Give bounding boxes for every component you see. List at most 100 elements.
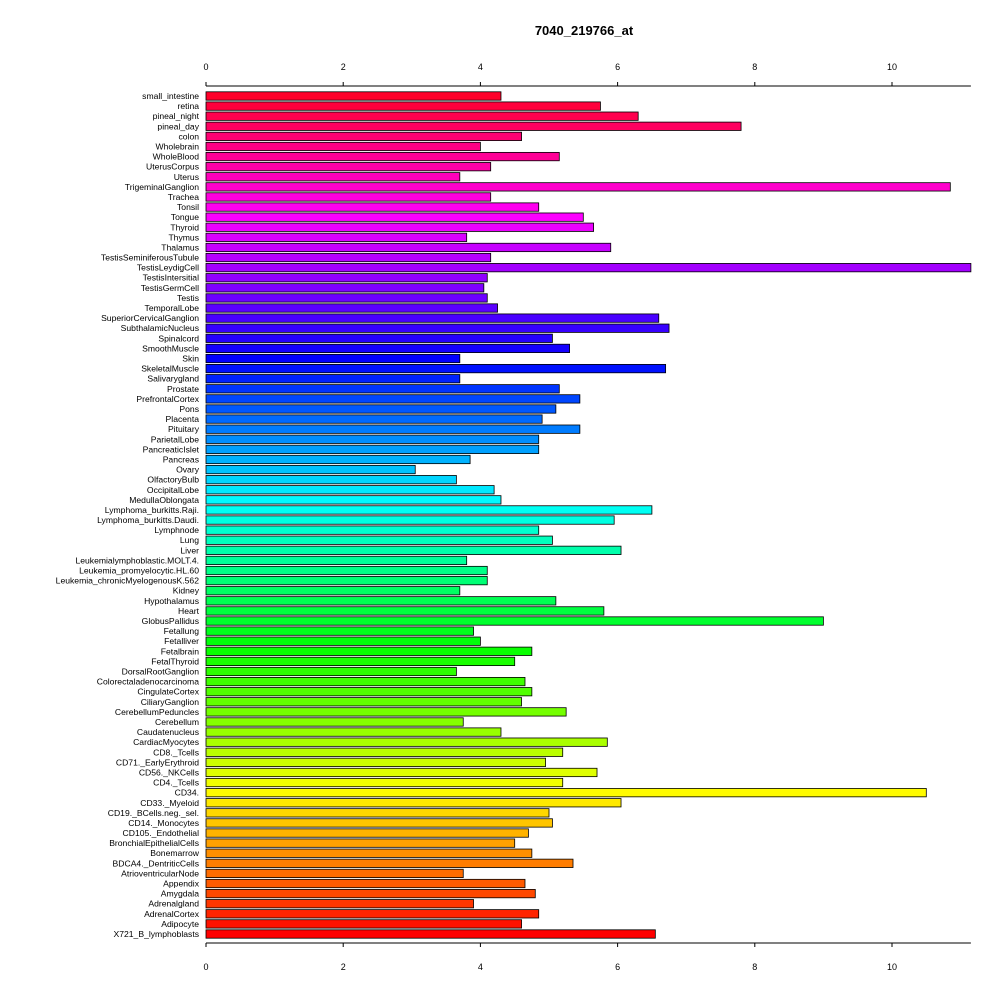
category-label: CerebellumPeduncles	[115, 707, 199, 717]
bar	[205, 505, 653, 515]
bar	[205, 293, 488, 303]
tick-label: 2	[341, 962, 346, 972]
category-label: Kidney	[173, 586, 200, 596]
bar	[205, 333, 553, 343]
category-label: Trachea	[168, 192, 199, 202]
bar	[205, 141, 481, 152]
bar	[205, 666, 457, 677]
category-label: retina	[178, 101, 200, 111]
bar	[205, 717, 464, 727]
category-label: Wholebrain	[156, 141, 200, 151]
bar	[205, 606, 605, 616]
category-label: Placenta	[166, 414, 200, 424]
tick-label: 10	[887, 62, 897, 72]
bar	[205, 131, 522, 141]
category-label: SmoothMuscle	[142, 343, 199, 353]
bar	[205, 697, 522, 707]
category-label: Ovary	[176, 465, 200, 475]
category-label: Leukemialymphoblastic.MOLT.4.	[75, 555, 199, 565]
bar	[205, 151, 560, 162]
bar	[205, 707, 567, 717]
tick-label: 0	[203, 962, 208, 972]
category-label: OlfactoryBulb	[147, 475, 199, 485]
category-label: PrefrontalCortex	[136, 394, 199, 404]
bar	[205, 111, 639, 121]
bar	[205, 495, 502, 505]
category-label: Thymus	[168, 232, 199, 242]
bar	[205, 313, 660, 323]
bar	[205, 464, 416, 475]
bar	[205, 303, 498, 313]
category-label: pineal_day	[157, 121, 199, 131]
category-label: WholeBlood	[153, 152, 200, 162]
category-label: X721_B_lymphoblasts	[113, 929, 199, 939]
category-label: Skin	[182, 354, 199, 364]
bar	[205, 343, 570, 354]
category-label: Lymphnode	[154, 525, 199, 535]
bar	[205, 545, 622, 555]
category-label: Liver	[180, 545, 199, 555]
bar	[205, 323, 670, 333]
bar	[205, 121, 742, 131]
category-label: Fetalbrain	[161, 646, 199, 656]
category-label: SuperiorCervicalGanglion	[101, 313, 199, 323]
category-label: Tonsil	[177, 202, 199, 212]
category-label: CD56._NKCells	[139, 767, 199, 777]
category-label: BronchialEpithelialCells	[109, 838, 199, 848]
bar	[205, 91, 502, 101]
bar	[205, 616, 824, 626]
bar	[205, 485, 495, 495]
bottom-axis: 0 2 4 6 8 10	[203, 942, 971, 972]
bar	[205, 838, 516, 848]
category-label: CD34.	[175, 788, 199, 798]
category-label: CD19._BCells.neg._sel.	[108, 808, 199, 818]
bar	[205, 353, 461, 364]
bar	[205, 364, 667, 374]
tick-label: 0	[203, 62, 208, 72]
bar	[205, 434, 540, 444]
bar	[205, 192, 492, 202]
category-label: Testis	[177, 293, 199, 303]
category-label: CardiacMyocytes	[133, 737, 199, 747]
bar	[205, 263, 972, 273]
bar	[205, 798, 622, 808]
category-label: Heart	[178, 606, 200, 616]
bars-group	[205, 91, 972, 939]
category-label: Bonemarrow	[150, 848, 200, 858]
bar	[205, 283, 485, 293]
category-label: CD8._Tcells	[153, 747, 199, 757]
category-label: Lymphoma_burkitts.Daudi.	[97, 515, 199, 525]
bar	[205, 777, 564, 788]
bar	[205, 586, 461, 596]
category-label: pineal_night	[153, 111, 200, 121]
bar	[205, 919, 522, 929]
bar	[205, 182, 951, 192]
bar	[205, 242, 612, 253]
bar	[205, 737, 608, 747]
bar	[205, 555, 468, 566]
category-label: OccipitalLobe	[147, 485, 199, 495]
bar	[205, 858, 574, 868]
category-label: Pons	[179, 404, 199, 414]
category-label: Cerebellum	[155, 717, 199, 727]
category-label: small_intestine	[142, 91, 199, 101]
bar	[205, 273, 488, 283]
category-label: CD33._Myeloid	[140, 798, 199, 808]
category-label: Adrenalgland	[148, 899, 199, 909]
category-label: TestisSeminiferousTubule	[101, 253, 199, 263]
category-label: Spinalcord	[158, 333, 199, 343]
bar	[205, 525, 540, 535]
category-label: TestisLeydigCell	[137, 263, 199, 273]
tick-label: 8	[752, 62, 757, 72]
category-label: Leukemia_promyelocytic.HL.60	[79, 566, 199, 576]
category-label: Caudatenucleus	[137, 727, 199, 737]
bar	[205, 162, 492, 172]
bar	[205, 475, 457, 485]
tick-label: 4	[478, 62, 483, 72]
category-label: AtrioventricularNode	[121, 868, 199, 878]
bar	[205, 636, 481, 646]
tick-label: 10	[887, 962, 897, 972]
bar	[205, 899, 474, 909]
category-label: Hypothalamus	[144, 596, 199, 606]
category-label: SkeletalMuscle	[141, 364, 199, 374]
